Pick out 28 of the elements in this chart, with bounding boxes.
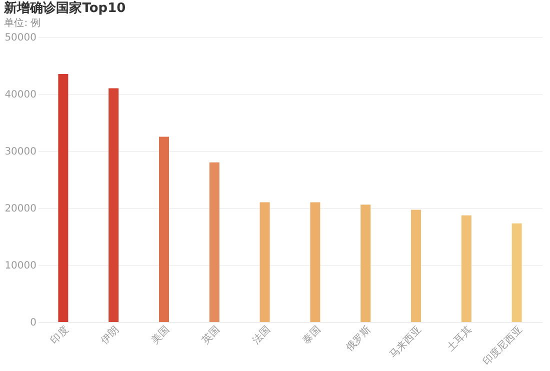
bar: [260, 202, 270, 322]
bar: [209, 162, 220, 322]
bar: [58, 74, 68, 322]
bar: [159, 136, 169, 322]
x-tick-label: 俄罗斯: [344, 324, 374, 354]
y-tick-label: 10000: [4, 260, 36, 272]
bar: [360, 204, 371, 322]
y-tick-label: 30000: [4, 146, 36, 158]
x-tick-label: 英国: [200, 324, 222, 346]
bar: [310, 202, 320, 322]
x-tick-label: 法国: [250, 324, 273, 346]
x-tick-label: 泰国: [301, 324, 323, 346]
y-tick-label: 50000: [4, 32, 36, 44]
x-tick-label: 伊朗: [98, 324, 122, 346]
chart-title: 新增确诊国家Top10: [3, 0, 126, 16]
x-tick-label: 印度尼西亚: [480, 324, 525, 368]
x-tick-label: 马来西亚: [387, 324, 424, 361]
bar: [512, 223, 522, 322]
bar: [108, 88, 119, 322]
x-tick-label: 美国: [149, 324, 172, 346]
x-tick-label: 印度: [48, 324, 71, 346]
bar: [461, 215, 472, 322]
y-tick-label: 40000: [4, 90, 36, 100]
y-tick-label: 20000: [4, 204, 36, 214]
y-tick-label: 0: [30, 318, 36, 328]
bar: [411, 210, 421, 322]
x-tick-label: 土耳其: [444, 324, 474, 354]
chart-subtitle: 单位: 例: [4, 17, 41, 29]
